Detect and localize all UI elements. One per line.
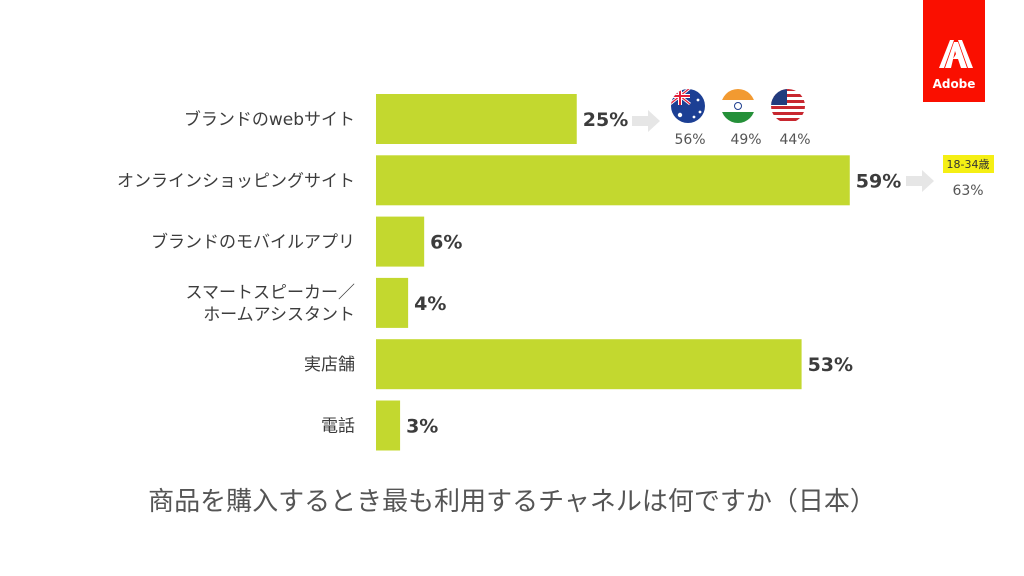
- bar-0: [376, 94, 577, 144]
- age-highlight: [943, 155, 994, 173]
- value-label-1: 59%: [856, 170, 901, 192]
- australia-flag: [671, 89, 705, 123]
- bar-5: [376, 400, 401, 451]
- value-label-4: 53%: [808, 354, 853, 376]
- adobe-logo-text: Adobe: [933, 77, 976, 91]
- india-value: 49%: [730, 132, 761, 148]
- bar-1: [376, 155, 850, 206]
- bar-3: [376, 277, 409, 328]
- category-label-1: オンラインショッピングサイト: [117, 171, 355, 191]
- value-label-0: 25%: [583, 109, 628, 131]
- age-label: 18-34歳: [947, 158, 990, 171]
- bar-4: [376, 339, 802, 390]
- adobe-a-icon: [945, 42, 967, 68]
- category-label-4: 実店舗: [304, 355, 355, 375]
- australia-value: 56%: [674, 132, 705, 148]
- labels-layer: 25% ブランドのwebサイト 59% オンラインショッピングサイト 6% ブランドのモバ…: [117, 109, 901, 438]
- category-label-2: ブランドのモバイルアプリ: [151, 232, 355, 253]
- adobe-logo: Adobe: [923, 0, 985, 102]
- india-flag: [721, 89, 755, 123]
- category-label-5: 電話: [321, 417, 355, 437]
- value-label-3: 4%: [414, 293, 446, 315]
- bar-2: [376, 216, 425, 267]
- category-label-3-1: ホームアシスタント: [203, 305, 355, 325]
- arrow-right-icon: [906, 170, 934, 192]
- usa-value: 44%: [779, 132, 810, 148]
- usa-flag: [771, 89, 805, 123]
- age-value: 63%: [952, 183, 983, 199]
- chart-caption: 商品を購入するとき最も利用するチャネルは何ですか（日本）: [148, 487, 876, 517]
- age-annotation: 18-34歳 63%: [906, 155, 994, 199]
- value-label-2: 6%: [430, 232, 462, 254]
- arrow-right-icon: [632, 110, 660, 132]
- category-label-3-0: スマートスピーカー／: [186, 283, 356, 303]
- bars-layer: [376, 94, 850, 451]
- country-annotation: 56% 49% 44%: [632, 89, 811, 148]
- category-label-0: ブランドのwebサイト: [184, 109, 355, 130]
- value-label-5: 3%: [406, 416, 438, 438]
